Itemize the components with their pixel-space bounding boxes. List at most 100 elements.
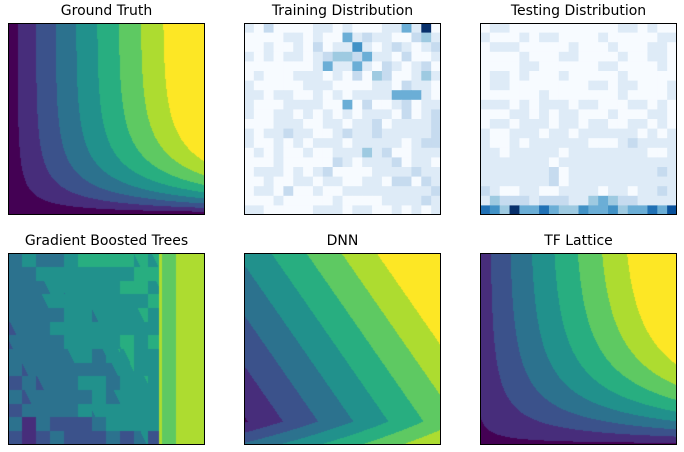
heatmap-cell — [431, 99, 441, 110]
heatmap-cell — [480, 147, 491, 158]
heatmap-cell — [293, 61, 304, 72]
heatmap-cell — [519, 99, 530, 110]
heatmap-cell — [539, 186, 550, 197]
heatmap-cell — [372, 195, 383, 206]
heatmap-cell — [362, 99, 373, 110]
heatmap-cell — [322, 23, 334, 34]
heatmap-cell — [273, 61, 284, 72]
heatmap-cell — [548, 109, 560, 120]
heatmap-cell — [598, 90, 609, 101]
heatmap-cell — [283, 157, 294, 168]
heatmap-cell — [578, 42, 589, 53]
heatmap-cell — [431, 195, 441, 206]
contour-tf-lattice — [480, 253, 677, 445]
heatmap-cell — [647, 51, 658, 62]
heatmap-cell — [273, 109, 284, 120]
heatmap-cell — [667, 157, 677, 168]
heatmap-cell — [253, 51, 265, 62]
heatmap-cell — [283, 23, 294, 34]
heatmap-cell — [598, 167, 609, 178]
heatmap-cell — [312, 71, 324, 82]
heatmap-cell — [312, 23, 324, 34]
heatmap-cell — [372, 99, 383, 110]
heatmap-cell — [489, 109, 501, 120]
heatmap-cell — [578, 157, 589, 168]
heatmap-cell — [293, 128, 304, 139]
heatmap-cell — [401, 61, 412, 72]
heatmap-cell — [273, 90, 284, 101]
heatmap-cell — [617, 138, 629, 149]
heatmap-cell — [509, 32, 520, 43]
heatmap-cell — [568, 186, 579, 197]
heatmap-cell — [391, 71, 403, 82]
heatmap-cell — [548, 195, 560, 206]
heatmap-cell — [647, 23, 658, 34]
heatmap-cell — [519, 147, 530, 158]
heatmap-cell — [529, 176, 540, 187]
heatmap-cell — [244, 90, 255, 101]
heatmap-cell — [293, 109, 304, 120]
heatmap-cell — [372, 128, 383, 139]
panel-title: Ground Truth — [60, 3, 153, 19]
heatmap-cell — [421, 109, 432, 120]
heatmap-cell — [667, 205, 677, 215]
heatmap-cell — [352, 42, 363, 53]
heatmap-cell — [657, 205, 668, 215]
heatmap-cell — [647, 167, 658, 178]
heatmap-cell — [283, 138, 294, 149]
heatmap-cell — [509, 147, 520, 158]
heatmap-cell — [657, 61, 668, 72]
heatmap-cell — [312, 99, 324, 110]
heatmap-cell — [273, 99, 284, 110]
heatmap-cell — [509, 99, 520, 110]
heatmap-cell — [489, 42, 501, 53]
heatmap-cell — [548, 167, 560, 178]
heatmap-cell — [499, 51, 511, 62]
heatmap-cell — [352, 71, 363, 82]
heatmap-cell — [362, 205, 373, 215]
heatmap-cell — [617, 99, 629, 110]
heatmap-cell — [647, 61, 658, 72]
heatmap-cell — [608, 61, 619, 72]
heatmap-cell — [608, 51, 619, 62]
heatmap-cell — [568, 80, 579, 91]
heatmap-cell — [588, 147, 599, 158]
heatmap-cell — [293, 147, 304, 158]
heatmap-cell — [322, 32, 334, 43]
heatmap-cell — [253, 99, 265, 110]
heatmap-cell — [421, 147, 432, 158]
heatmap-cell — [293, 99, 304, 110]
heatmap-cell — [598, 99, 609, 110]
heatmap-cell — [293, 167, 304, 178]
heatmap-cell — [499, 23, 511, 34]
heatmap-cell — [342, 51, 353, 62]
heatmap-cell — [273, 138, 284, 149]
heatmap-cell — [352, 176, 363, 187]
heatmap-cell — [244, 138, 255, 149]
heatmap-cell — [637, 147, 648, 158]
heatmap-cell — [273, 186, 284, 197]
heatmap-cell — [617, 176, 629, 187]
heatmap-cell — [519, 167, 530, 178]
heatmap-cell — [499, 32, 511, 43]
heatmap-cell — [362, 61, 373, 72]
heatmap-cell — [637, 109, 648, 120]
heatmap-cell — [608, 23, 619, 34]
heatmap-cell — [627, 128, 639, 139]
heatmap-cell — [548, 80, 560, 91]
heatmap-cell — [263, 128, 275, 139]
heatmap-cell — [647, 186, 658, 197]
heatmap-cell — [342, 71, 353, 82]
heatmap-cell — [322, 61, 334, 72]
heatmap-cell — [548, 119, 560, 130]
heatmap-cell — [588, 186, 599, 197]
contour-dnn — [244, 253, 441, 445]
heatmap-cell — [263, 80, 275, 91]
heatmap-cell — [312, 119, 324, 130]
heatmap-cell — [342, 80, 353, 91]
heatmap-cell — [411, 138, 422, 149]
heatmap-cell — [431, 32, 441, 43]
heatmap-cell — [637, 138, 648, 149]
heatmap-cell — [657, 51, 668, 62]
heatmap-cell — [598, 23, 609, 34]
